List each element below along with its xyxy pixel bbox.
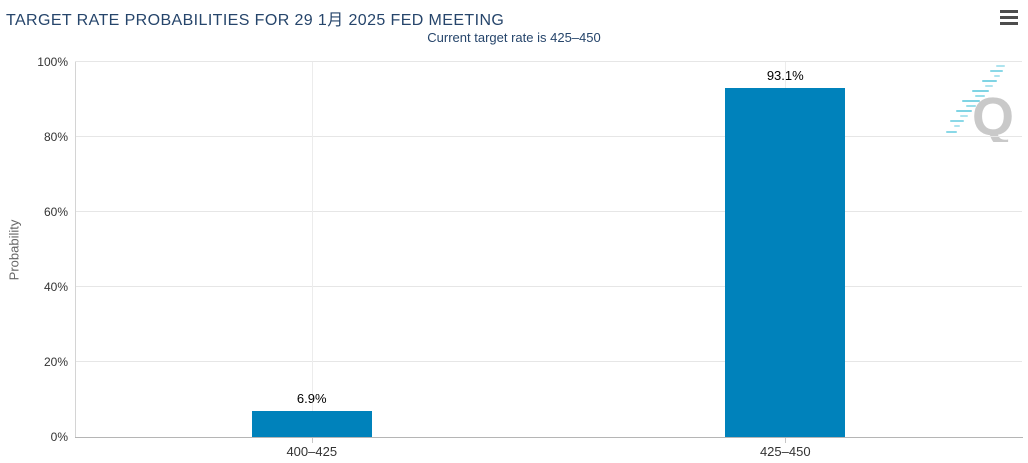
y-gridline <box>75 211 1022 212</box>
chart-subtitle: Current target rate is 425–450 <box>427 30 601 45</box>
watermark-letter: Q <box>972 87 1014 142</box>
chart-title: TARGET RATE PROBABILITIES FOR 29 1月 2025… <box>6 12 505 29</box>
y-axis-tick-label: 60% <box>43 205 68 219</box>
bar-data-label: 93.1% <box>766 68 804 83</box>
y-axis-tick-label: 100% <box>37 55 68 69</box>
y-gridline <box>75 61 1022 62</box>
y-axis-title: Probability <box>6 219 22 281</box>
menu-bar <box>1000 22 1018 25</box>
probability-bar[interactable] <box>725 88 845 437</box>
x-axis-category-label: 425–450 <box>759 444 811 459</box>
y-axis-tick-label: 80% <box>43 130 68 144</box>
x-axis-category-label: 400–425 <box>286 444 338 459</box>
y-gridline <box>75 136 1022 137</box>
bar-data-label: 6.9% <box>296 391 327 406</box>
y-axis-tick-label: 40% <box>43 280 68 294</box>
menu-bar <box>1000 10 1018 13</box>
x-gridline <box>312 62 313 437</box>
y-axis-line <box>75 62 76 437</box>
watermark-dashes <box>946 65 1005 133</box>
y-gridline <box>75 286 1022 287</box>
x-axis-line <box>75 437 1023 438</box>
watermark-q-logo: Q <box>946 65 1014 142</box>
plot-area: Q 6.9% 93.1% <box>75 61 1022 437</box>
hamburger-menu-icon[interactable] <box>997 8 1022 27</box>
x-axis-tick <box>785 438 786 443</box>
x-axis-tick <box>312 438 313 443</box>
y-axis-tick-label: 0% <box>50 430 68 444</box>
y-gridline <box>75 361 1022 362</box>
menu-bar <box>1000 16 1018 19</box>
y-axis-tick-label: 20% <box>43 355 68 369</box>
probability-bar[interactable] <box>252 411 372 437</box>
